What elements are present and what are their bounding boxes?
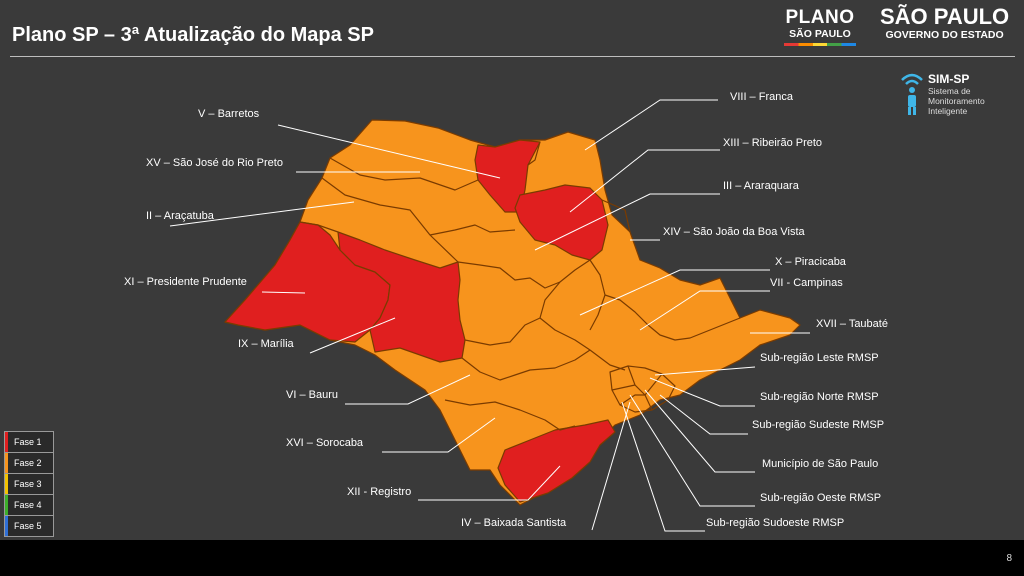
label-xi-presidente-prudente: XI – Presidente Prudente: [124, 276, 247, 288]
wifi-person-icon: [901, 73, 923, 115]
label-municipio-sao-paulo: Município de São Paulo: [762, 458, 879, 470]
plano-logo-line2: SÃO PAULO: [789, 28, 851, 40]
legend-swatch: [5, 432, 8, 452]
legend-item-fase-4: Fase 4: [5, 494, 53, 515]
simsp-subtitle-line3: Inteligente: [928, 106, 968, 116]
label-rmsp-norte: Sub-região Norte RMSP: [760, 391, 879, 403]
leader-line-rmsp-leste: [654, 366, 756, 376]
label-v-barretos: V – Barretos: [198, 108, 260, 120]
label-rmsp-leste: Sub-região Leste RMSP: [760, 352, 879, 364]
leader-line-rmsp-sudeste: [659, 394, 748, 435]
label-vi-bauru: VI – Bauru: [286, 389, 338, 401]
page-number: 8: [1006, 553, 1012, 564]
region-ix-marilia: [337, 231, 466, 363]
legend-item-fase-5: Fase 5: [5, 515, 53, 536]
leader-line-rmsp-sudoeste: [621, 401, 705, 532]
governo-sp-logo: SÃO PAULO GOVERNO DO ESTADO: [880, 6, 1009, 41]
leader-line-xii: [418, 465, 561, 501]
legend-label: Fase 3: [14, 479, 42, 489]
simsp-subtitle: Sistema de Monitoramento Inteligente: [928, 86, 1008, 116]
leader-line-vi: [345, 374, 471, 405]
legend-swatch: [5, 474, 8, 494]
leader-line-municipio: [644, 389, 755, 473]
sp-logo-line2: GOVERNO DO ESTADO: [885, 29, 1004, 41]
legend-label: Fase 4: [14, 500, 42, 510]
plano-logo-line1: PLANO: [785, 7, 855, 28]
leader-line-v: [277, 124, 501, 179]
legend-item-fase-1: Fase 1: [5, 432, 53, 452]
phase-color-bar: [784, 42, 856, 46]
label-ix-marilia: IX – Marília: [238, 338, 294, 350]
region-xii-registro: [497, 419, 616, 503]
legend-swatch: [5, 495, 8, 515]
simsp-subtitle-line2: Monitoramento: [928, 96, 985, 106]
legend-label: Fase 1: [14, 437, 42, 447]
legend-label: Fase 2: [14, 458, 42, 468]
label-xvi-sorocaba: XVI – Sorocaba: [286, 437, 364, 449]
leader-line-iii: [534, 193, 720, 251]
region-iii-araraquara: [514, 184, 609, 261]
label-rmsp-oeste: Sub-região Oeste RMSP: [760, 492, 882, 504]
leader-line-rmsp-norte: [649, 377, 755, 407]
label-xvii-taubate: XVII – Taubaté: [816, 318, 888, 330]
leader-line-viii: [584, 99, 718, 151]
leader-line-x: [579, 269, 770, 316]
simsp-name: SIM-SP: [928, 72, 970, 86]
legend-item-fase-3: Fase 3: [5, 473, 53, 494]
leader-line-rmsp-oeste: [629, 394, 755, 507]
legend-swatch: [5, 453, 8, 473]
label-vii-campinas: VII - Campinas: [770, 277, 843, 289]
leader-line-xiii: [569, 149, 720, 213]
label-ii-aracatuba: II – Araçatuba: [146, 210, 214, 222]
title-divider: [10, 56, 1015, 57]
leader-line-ii: [169, 201, 355, 227]
label-iv-baixada-santista: IV – Baixada Santista: [461, 517, 567, 529]
legend-label: Fase 5: [14, 521, 42, 531]
phase-legend: Fase 1 Fase 2 Fase 3 Fase 4 Fase 5: [4, 431, 54, 537]
simsp-logo: SIM-SP Sistema de Monitoramento Intelige…: [898, 70, 1008, 116]
label-xiv-sao-joao-da-boa-vista: XIV – São João da Boa Vista: [663, 226, 805, 238]
simsp-subtitle-line1: Sistema de: [928, 86, 971, 96]
label-xii-registro: XII - Registro: [347, 486, 412, 498]
page-title: Plano SP – 3ª Atualização do Mapa SP: [12, 24, 374, 46]
leader-line-vii: [639, 290, 770, 331]
slide: Plano SP – 3ª Atualização do Mapa SP PLA…: [0, 0, 1024, 540]
sp-logo-line1: SÃO PAULO: [880, 4, 1010, 29]
sao-paulo-state-map: [169, 99, 810, 532]
label-rmsp-sudeste: Sub-região Sudeste RMSP: [752, 419, 885, 431]
leader-line-xi: [261, 291, 306, 294]
leader-line-ix: [309, 317, 396, 354]
label-xv-sao-jose-do-rio-preto: XV – São José do Rio Preto: [146, 157, 283, 169]
legend-swatch: [5, 516, 8, 536]
leader-line-iv: [591, 401, 631, 531]
label-viii-franca: VIII – Franca: [730, 91, 793, 103]
label-x-piracicaba: X – Piracicaba: [775, 256, 846, 268]
label-xiii-ribeirao-preto: XIII – Ribeirão Preto: [723, 137, 823, 149]
leader-line-xvi: [382, 417, 496, 453]
plano-sp-logo: PLANO SÃO PAULO: [784, 8, 856, 46]
legend-item-fase-2: Fase 2: [5, 452, 53, 473]
label-rmsp-sudoeste: Sub-região Sudoeste RMSP: [706, 517, 845, 529]
label-iii-araraquara: III – Araraquara: [723, 180, 799, 192]
